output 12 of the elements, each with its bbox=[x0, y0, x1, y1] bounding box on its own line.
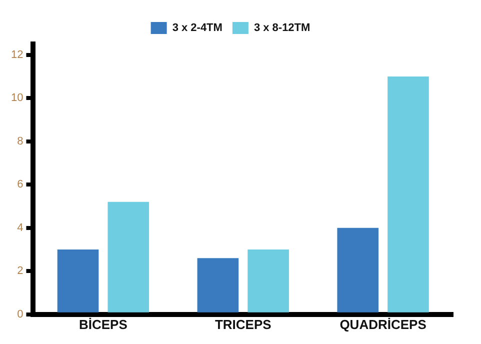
y-tick-label: 6 bbox=[17, 178, 24, 191]
x-tick-label: QUADRİCEPS bbox=[340, 316, 427, 332]
y-tick-label: 4 bbox=[17, 222, 24, 234]
legend-label: 3 x 8-12TM bbox=[254, 22, 310, 34]
legend-label: 3 x 2-4TM bbox=[172, 22, 222, 34]
y-tick-label: 12 bbox=[10, 48, 24, 61]
y-tick-label: 8 bbox=[17, 135, 24, 148]
x-tick-label: TRICEPS bbox=[214, 316, 272, 332]
y-tick-label: 2 bbox=[17, 265, 24, 278]
x-tick-label: BİCEPS bbox=[78, 316, 128, 332]
y-tick-label: 10 bbox=[10, 92, 24, 104]
y-tick-label: 0 bbox=[17, 308, 24, 320]
